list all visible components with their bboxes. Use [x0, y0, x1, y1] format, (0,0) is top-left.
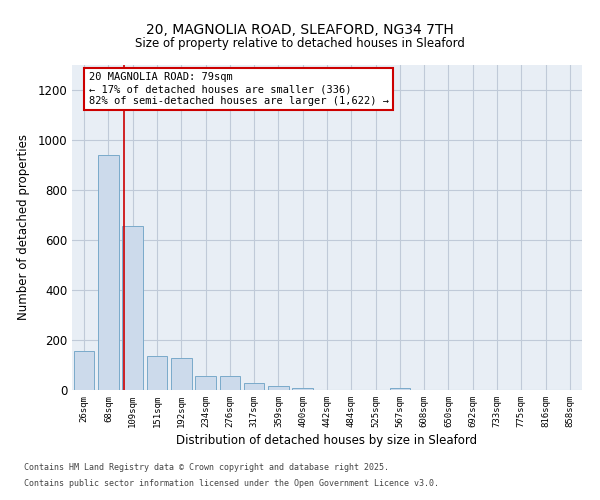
Bar [98, 155, 119, 390]
Y-axis label: Number of detached properties: Number of detached properties [17, 134, 31, 320]
Bar [146, 356, 167, 390]
Bar [220, 376, 240, 390]
Bar [244, 382, 265, 390]
Bar [195, 376, 216, 390]
Bar [268, 386, 289, 390]
Text: Contains HM Land Registry data © Crown copyright and database right 2025.: Contains HM Land Registry data © Crown c… [24, 464, 389, 472]
Bar [389, 388, 410, 390]
Text: 20 MAGNOLIA ROAD: 79sqm
← 17% of detached houses are smaller (336)
82% of semi-d: 20 MAGNOLIA ROAD: 79sqm ← 17% of detache… [89, 72, 389, 106]
Text: 20, MAGNOLIA ROAD, SLEAFORD, NG34 7TH: 20, MAGNOLIA ROAD, SLEAFORD, NG34 7TH [146, 22, 454, 36]
X-axis label: Distribution of detached houses by size in Sleaford: Distribution of detached houses by size … [176, 434, 478, 447]
Bar [171, 358, 191, 390]
Text: Size of property relative to detached houses in Sleaford: Size of property relative to detached ho… [135, 38, 465, 51]
Text: Contains public sector information licensed under the Open Government Licence v3: Contains public sector information licen… [24, 478, 439, 488]
Bar [122, 226, 143, 390]
Bar [74, 351, 94, 390]
Bar [292, 388, 313, 390]
